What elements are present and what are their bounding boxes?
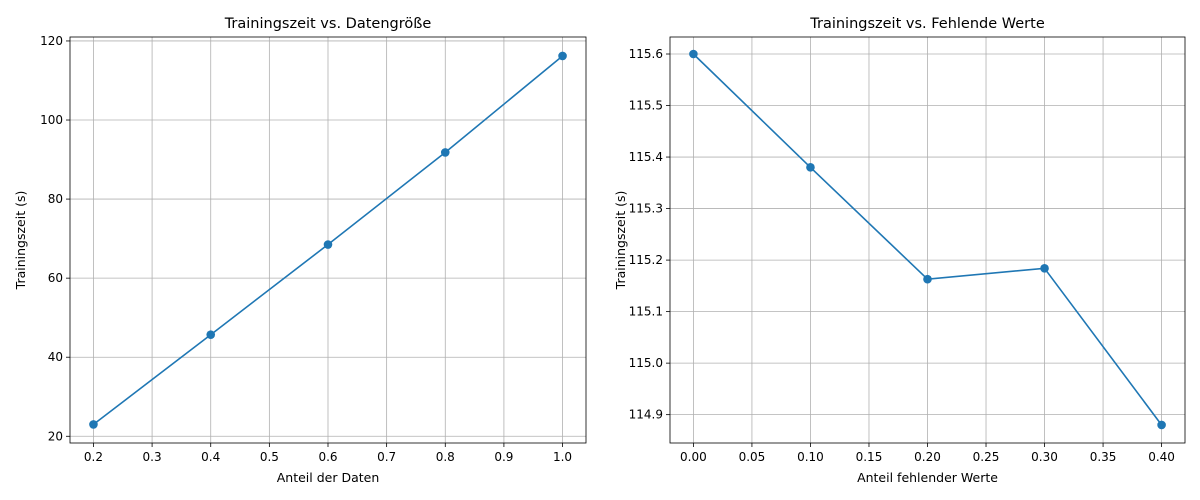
- y-axis-label: Trainingszeit (s): [13, 191, 28, 291]
- data-point: [923, 274, 932, 284]
- x-tick-label: 0.15: [856, 450, 883, 464]
- y-tick-label: 115.0: [629, 356, 663, 370]
- x-tick-label: 0.05: [739, 450, 766, 464]
- x-tick-label: 0.40: [1148, 450, 1175, 464]
- x-axis-label: Anteil fehlender Werte: [857, 470, 998, 485]
- data-point: [806, 163, 815, 172]
- chart-training-time-vs-missing-values: 0.00 0.05 0.10 0.15 0.20 0.25 0.30 0.35 0.40 114.…: [613, 16, 1186, 485]
- x-tick-label: 0.3: [143, 450, 162, 464]
- x-tick-label: 0.4: [201, 450, 220, 464]
- y-tick-label: 115.3: [629, 202, 663, 216]
- x-tick-label: 0.35: [1090, 450, 1117, 464]
- data-point: [558, 51, 567, 61]
- x-tick-label: 0.5: [260, 450, 279, 464]
- x-tick-label: 0.7: [377, 450, 396, 464]
- data-point: [206, 330, 216, 339]
- chart-title: Trainingszeit vs. Datengröße: [224, 16, 432, 32]
- chart-title: Trainingszeit vs. Fehlende Werte: [809, 16, 1045, 32]
- data-point: [689, 49, 698, 59]
- x-tick-label: 1.0: [553, 450, 572, 464]
- data-point: [440, 148, 450, 157]
- x-tick-label: 0.25: [973, 450, 1000, 464]
- x-tick-label: 0.6: [318, 450, 337, 464]
- y-tick-label: 114.9: [629, 408, 663, 422]
- x-tick-label: 0.00: [680, 450, 707, 464]
- y-tick-label: 60: [48, 271, 63, 285]
- data-point: [89, 420, 98, 429]
- y-tick-label: 115.6: [629, 47, 663, 61]
- y-tick-label: 115.4: [629, 150, 663, 164]
- y-tick-label: 80: [48, 192, 63, 206]
- x-axis-label: Anteil der Daten: [277, 470, 380, 485]
- y-tick-label: 120: [40, 34, 63, 48]
- data-point: [323, 240, 333, 249]
- x-tick-label: 0.20: [914, 450, 941, 464]
- y-axis-label: Trainingszeit (s): [613, 191, 628, 291]
- y-tick-label: 40: [48, 350, 63, 364]
- y-tick-label: 115.2: [629, 253, 663, 267]
- y-tick-label: 115.5: [629, 99, 663, 113]
- data-point: [1040, 264, 1049, 273]
- x-tick-label: 0.2: [84, 450, 103, 464]
- x-tick-label: 0.10: [797, 450, 824, 464]
- x-tick-label: 0.8: [436, 450, 455, 464]
- x-tick-label: 0.9: [494, 450, 513, 464]
- data-point: [1157, 420, 1166, 430]
- y-tick-label: 20: [48, 429, 63, 443]
- x-tick-label: 0.30: [1031, 450, 1058, 464]
- y-tick-label: 115.1: [629, 305, 663, 319]
- chart-training-time-vs-data-size: 0.2 0.3 0.4 0.5 0.6 0.7 0.8 0.9 1.0 20 40 60 80 100 12…: [13, 16, 587, 485]
- y-tick-label: 100: [40, 113, 63, 127]
